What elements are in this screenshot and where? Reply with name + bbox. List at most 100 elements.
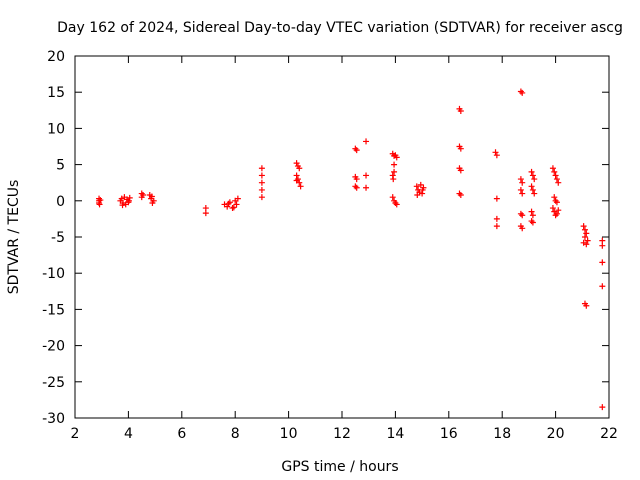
data-point <box>224 203 231 210</box>
x-axis-label: GPS time / hours <box>281 459 398 475</box>
data-point <box>390 176 397 183</box>
x-tick-label: 10 <box>280 426 298 442</box>
y-tick-label: 0 <box>56 194 65 210</box>
data-point <box>583 230 590 237</box>
data-point <box>580 223 587 230</box>
data-points <box>96 88 606 411</box>
data-point <box>549 205 556 212</box>
data-point <box>528 208 535 215</box>
data-point <box>234 195 241 202</box>
data-point <box>529 172 536 179</box>
data-point <box>583 302 590 309</box>
data-point <box>150 197 157 204</box>
data-point <box>528 168 535 175</box>
data-point <box>297 183 304 190</box>
data-point <box>389 194 396 201</box>
x-tick-label: 16 <box>440 426 458 442</box>
data-point <box>599 242 606 249</box>
data-point <box>457 145 464 152</box>
data-point <box>581 234 588 240</box>
data-point <box>529 212 536 219</box>
data-point <box>555 179 562 186</box>
x-tick-label: 12 <box>333 426 351 442</box>
y-tick-label: -10 <box>42 266 65 282</box>
data-point <box>551 194 558 201</box>
data-point <box>148 193 155 200</box>
y-tick-label: 10 <box>47 121 65 137</box>
y-tick-label: 20 <box>47 49 65 65</box>
data-point <box>97 197 104 204</box>
x-tick-label: 18 <box>493 426 511 442</box>
x-tick-label: 20 <box>547 426 565 442</box>
data-point <box>519 179 526 186</box>
data-point <box>119 202 126 209</box>
data-point <box>296 165 303 172</box>
y-axis-label: SDTVAR / TECUs <box>6 180 22 295</box>
data-point <box>531 176 538 183</box>
y-tick-label: -15 <box>42 302 65 318</box>
data-point <box>353 176 360 183</box>
data-point <box>493 223 500 230</box>
data-point <box>553 176 560 183</box>
data-point <box>581 226 588 233</box>
data-point <box>517 186 524 193</box>
data-point <box>258 172 265 179</box>
data-point <box>202 210 209 217</box>
data-point <box>584 237 591 244</box>
data-point <box>551 168 558 175</box>
data-point <box>417 181 424 188</box>
data-point <box>230 204 237 211</box>
data-point <box>391 168 398 175</box>
axes-layer: 2 4 6 8 10 12 14 16 18 20 22 20 15 10 5 0 -5 -10 -15 -20 -25… <box>42 49 618 442</box>
data-point <box>517 176 524 183</box>
data-point <box>419 186 426 193</box>
data-point <box>229 205 236 212</box>
data-point <box>414 192 421 199</box>
data-point <box>583 241 590 248</box>
data-point <box>258 179 265 186</box>
data-point <box>552 172 559 179</box>
data-point <box>493 152 500 159</box>
data-point <box>353 184 360 191</box>
x-tick-label: 22 <box>600 426 618 442</box>
plot-frame <box>74 55 610 419</box>
data-point <box>457 108 464 115</box>
data-point <box>531 190 538 197</box>
data-point <box>599 404 606 411</box>
data-point <box>258 165 265 172</box>
data-point <box>493 195 500 202</box>
data-point <box>393 154 400 161</box>
y-tick-label: -25 <box>42 375 65 391</box>
data-point <box>353 147 360 154</box>
data-point <box>96 201 103 208</box>
data-point <box>528 183 535 190</box>
data-point <box>258 186 265 193</box>
data-point <box>363 138 370 145</box>
data-point <box>555 207 562 214</box>
data-point <box>519 212 526 219</box>
data-point <box>549 165 556 172</box>
data-point <box>457 192 464 199</box>
data-point <box>293 172 300 179</box>
data-point <box>202 205 209 212</box>
data-point <box>293 177 300 184</box>
y-tick-label: -5 <box>51 230 65 246</box>
data-point <box>553 199 560 206</box>
data-point <box>529 219 536 226</box>
data-point <box>233 201 240 208</box>
data-point <box>519 225 526 232</box>
y-tick-label: 15 <box>47 85 65 101</box>
data-point <box>599 237 606 244</box>
data-point <box>393 201 400 208</box>
data-point <box>553 210 560 217</box>
data-point <box>519 190 526 197</box>
data-point <box>519 89 526 96</box>
x-tick-label: 6 <box>177 426 186 442</box>
y-tick-label: -20 <box>42 339 65 355</box>
x-tick-label: 2 <box>71 426 80 442</box>
data-point <box>413 183 420 190</box>
data-point <box>363 184 370 191</box>
data-point <box>363 172 370 179</box>
x-tick-label: 8 <box>231 426 240 442</box>
